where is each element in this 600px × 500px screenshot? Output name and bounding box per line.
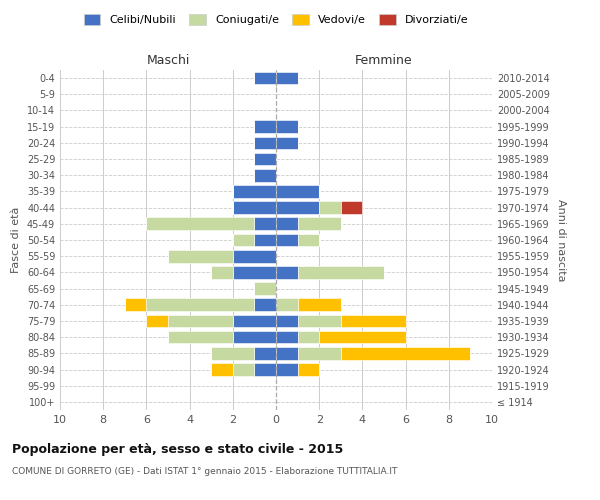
Bar xyxy=(298,314,341,328)
Bar xyxy=(298,347,341,360)
Bar xyxy=(276,363,298,376)
Bar xyxy=(298,363,319,376)
Bar xyxy=(276,314,298,328)
Bar xyxy=(298,266,384,278)
Bar xyxy=(254,120,276,133)
Bar xyxy=(254,218,276,230)
Bar xyxy=(125,298,146,311)
Bar xyxy=(233,331,276,344)
Bar xyxy=(276,331,298,344)
Bar xyxy=(233,363,254,376)
Bar xyxy=(254,363,276,376)
Bar xyxy=(276,298,298,311)
Bar xyxy=(168,331,233,344)
Bar xyxy=(276,136,298,149)
Y-axis label: Anni di nascita: Anni di nascita xyxy=(556,198,566,281)
Bar xyxy=(254,234,276,246)
Bar xyxy=(276,202,319,214)
Bar xyxy=(254,136,276,149)
Bar xyxy=(276,347,298,360)
Text: COMUNE DI GORRETO (GE) - Dati ISTAT 1° gennaio 2015 - Elaborazione TUTTITALIA.IT: COMUNE DI GORRETO (GE) - Dati ISTAT 1° g… xyxy=(12,468,397,476)
Bar xyxy=(168,314,233,328)
Text: Femmine: Femmine xyxy=(355,54,413,67)
Text: Maschi: Maschi xyxy=(146,54,190,67)
Bar xyxy=(298,218,341,230)
Bar xyxy=(146,218,254,230)
Bar xyxy=(168,250,233,262)
Bar xyxy=(276,266,298,278)
Y-axis label: Fasce di età: Fasce di età xyxy=(11,207,21,273)
Bar xyxy=(254,347,276,360)
Bar xyxy=(276,72,298,85)
Bar xyxy=(233,185,276,198)
Bar xyxy=(341,314,406,328)
Bar xyxy=(233,202,276,214)
Bar xyxy=(276,185,319,198)
Bar xyxy=(146,298,254,311)
Bar xyxy=(254,298,276,311)
Bar xyxy=(341,202,362,214)
Bar xyxy=(254,72,276,85)
Bar xyxy=(298,331,319,344)
Bar xyxy=(233,250,276,262)
Bar xyxy=(211,347,254,360)
Bar xyxy=(146,314,168,328)
Legend: Celibi/Nubili, Coniugati/e, Vedovi/e, Divorziati/e: Celibi/Nubili, Coniugati/e, Vedovi/e, Di… xyxy=(80,10,472,29)
Bar xyxy=(233,234,254,246)
Bar xyxy=(254,152,276,166)
Text: Popolazione per età, sesso e stato civile - 2015: Popolazione per età, sesso e stato civil… xyxy=(12,442,343,456)
Bar xyxy=(298,298,341,311)
Bar xyxy=(211,363,233,376)
Bar xyxy=(233,314,276,328)
Bar xyxy=(254,169,276,181)
Bar xyxy=(341,347,470,360)
Bar xyxy=(319,202,341,214)
Bar xyxy=(319,331,406,344)
Bar xyxy=(276,218,298,230)
Bar xyxy=(298,234,319,246)
Bar xyxy=(211,266,233,278)
Bar xyxy=(276,120,298,133)
Bar xyxy=(276,234,298,246)
Bar xyxy=(233,266,276,278)
Bar xyxy=(254,282,276,295)
